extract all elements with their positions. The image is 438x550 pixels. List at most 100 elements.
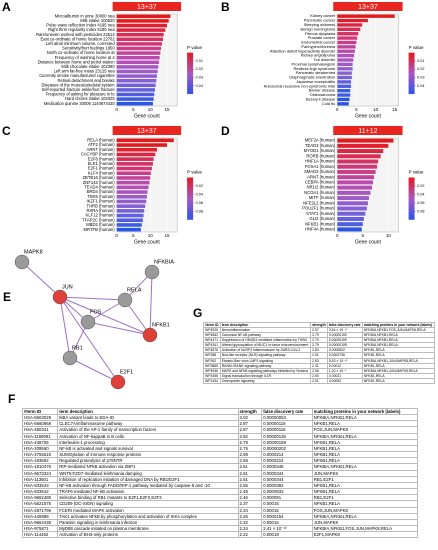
y-tick-label: Cold flu: [322, 101, 335, 106]
node-label: RB1: [72, 345, 83, 351]
title-box: [112, 2, 182, 11]
table-cell: Regulated proteolysis of p75NTR: [57, 457, 239, 465]
y-tick-label: Benign meningioma: [300, 26, 336, 31]
network-edge: [59, 296, 126, 301]
bar: [337, 222, 363, 227]
table-cell: NFKBIA,NFKB1,JUN,MAPK8,RELA: [361, 357, 436, 364]
bar: [337, 80, 352, 84]
table-row: HSA-933543 NF-kB activation through FADD/…: [21, 481, 419, 490]
y-tick-label: HNF4A (human): [305, 226, 336, 231]
y-tick-label: MBD2 (human): [86, 222, 115, 227]
bar: [337, 190, 371, 195]
legend-title: P value: [409, 170, 424, 175]
bar: [116, 42, 162, 46]
x-axis-label: Gene count: [134, 239, 160, 245]
table-row: HSA-1810476 RIP-mediated NFkB activation …: [21, 463, 419, 471]
table-row: WP262 Ebstein-Barr virus LMP1 signaling 2.…: [203, 357, 436, 364]
bar: [116, 51, 161, 55]
bar: [116, 166, 152, 171]
table-cell: RB1,E2F1: [311, 475, 419, 483]
network-node: [142, 327, 158, 343]
bar: [116, 101, 153, 106]
bar: [116, 176, 151, 180]
y-tick-label: E2F1 (human): [88, 166, 115, 171]
table-cell: NFKB1,RELA: [311, 451, 419, 459]
y-tick-label: GLI2 (human): [309, 216, 335, 221]
table-cell: Altered glycosylation of MUC1 in tumor m…: [219, 342, 312, 349]
table-cell: NF-kB is activated and signals survival: [57, 444, 239, 453]
table-cell: #term ID: [203, 321, 221, 329]
bar: [116, 78, 157, 83]
node-label: FOS: [90, 309, 102, 315]
table-cell: HSA-933542: [21, 488, 59, 496]
bar: [337, 143, 389, 148]
table-row: HSA-450341 Activation of the AP-1 family …: [21, 426, 419, 434]
y-tick-label: Kidney cancer: [310, 13, 336, 18]
table-cell: WNT5:FZD7-mediated leishmania damping: [57, 469, 239, 477]
node-label: RELA: [127, 287, 142, 293]
table-cell: matching proteins in your network (label…: [311, 407, 419, 416]
table-cell: NFKBIA,NFKB1,JUN,MAPK8,RELA: [361, 367, 436, 374]
bar: [116, 180, 150, 185]
bar: [116, 157, 154, 161]
y-tick-label: Osteosarcoma: [310, 92, 336, 97]
network-node: [117, 292, 133, 308]
y-tick-label: Medication quinine 20009 1140874420: [44, 101, 116, 106]
x-tick-label: 0: [336, 107, 339, 112]
bar: [116, 83, 156, 88]
bar: [116, 65, 159, 69]
table-cell: HSA-975871: [21, 524, 59, 533]
colorbar: [187, 52, 194, 95]
plot-area: [116, 13, 178, 107]
x-tick-label: 0: [336, 233, 339, 238]
chart-title: 13+37: [137, 128, 157, 135]
table-cell: Interleukin-1 processing: [57, 438, 239, 446]
y-tick-label: Self-reported fracture ankle/foot fractu…: [41, 87, 115, 92]
y-tick-label: NFE2L2 (human): [303, 200, 336, 205]
table-cell: Signal transduction through IL1R: [219, 372, 312, 379]
table-cell: term description: [57, 407, 239, 416]
x-tick-label: 5: [355, 107, 358, 112]
table-row: WP1434 Osteopontin signaling 2.51 0.00052 NF…: [203, 377, 436, 384]
plot-area: [116, 137, 178, 233]
table-cell: Ebstein-Barr virus LMP1 signaling: [219, 357, 312, 364]
bar: [337, 97, 350, 102]
bar: [337, 14, 395, 18]
bar: [337, 211, 366, 216]
colorbar-tick-label: 0.01: [417, 59, 424, 63]
bar: [337, 36, 358, 40]
table-cell: false discovery rate: [326, 321, 363, 329]
y-tick-label: Diseases of the musculoskeletal system: [41, 82, 115, 87]
bar: [116, 92, 155, 97]
bar: [116, 14, 171, 19]
y-tick-label: Toe disorder: [314, 57, 336, 62]
table-row: HSA-1169091 Activation of NF-kappaB in B …: [21, 432, 419, 440]
table-cell: HSA-209560: [21, 444, 59, 453]
y-tick-label: SMAD3 (human): [304, 169, 336, 174]
table-cell: CLEC7A/inflammasome pathway: [57, 420, 239, 428]
y-tick-label: Milk chocolate intake 102380: [61, 64, 115, 69]
y-tick-label: Sensitivity/hurt feelings 1950: [62, 46, 115, 51]
colorbar-tick-label: 0.04: [196, 192, 203, 196]
bar: [337, 159, 379, 164]
network-edge: [59, 296, 71, 359]
y-tick-label: TBX5 (human): [87, 194, 115, 199]
table-g: #term ID term description strength false di…: [203, 321, 436, 384]
node-label: NFKB1: [152, 322, 170, 328]
x-tick-label: 15: [392, 107, 398, 112]
table-cell: Nod-like receptor (NLR) signaling pathwa…: [219, 352, 312, 359]
table-cell: HSA-1169091: [21, 432, 59, 440]
x-axis-label: Gene count: [355, 239, 381, 245]
table-cell: NFKB1,RELA: [361, 377, 436, 384]
y-tick-label: Barrier disease: [309, 88, 336, 93]
table-cell: 2.51: [310, 377, 328, 384]
table-cell: NFKBIA,NFKB1,RELA: [311, 414, 419, 422]
network-edge: [59, 296, 119, 383]
table-row: HSA-5660668 CLEC7A/inflammasome pathway 2.…: [21, 420, 419, 428]
table-cell: HSA-9664435: [21, 518, 59, 526]
x-axis-label: Gene count: [134, 113, 160, 119]
table-cell: WP4936: [203, 367, 221, 374]
y-tick-label: Microalbumin in urine 30000 nea: [55, 13, 116, 18]
y-tick-label: Right thrm regularity index 5180 nea: [48, 27, 115, 32]
y-tick-label: Left arm fat-free mass 23125 nea: [54, 69, 116, 74]
